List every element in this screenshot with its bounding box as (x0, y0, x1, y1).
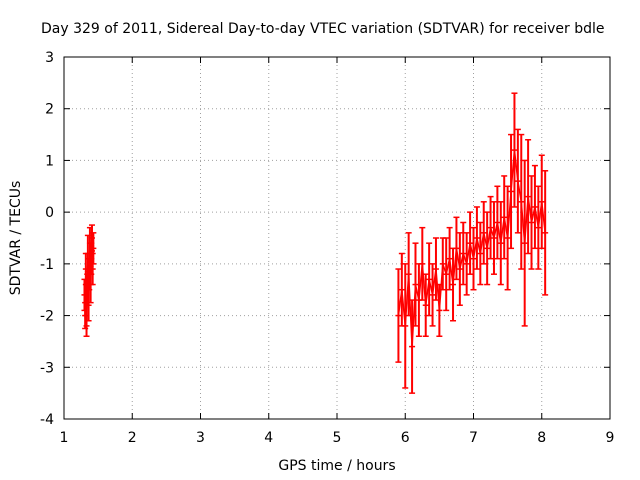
x-tick-label: 5 (333, 430, 342, 446)
y-tick-label: -1 (40, 257, 54, 273)
chart-title: Day 329 of 2011, Sidereal Day-to-day VTE… (41, 21, 605, 37)
x-tick-label: 2 (128, 430, 137, 446)
axis-ticks (63, 56, 611, 420)
x-tick-label: 7 (469, 430, 478, 446)
y-axis-label: SDTVAR / TECUs (8, 181, 24, 296)
x-tick-label: 8 (537, 430, 546, 446)
x-axis-label: GPS time / hours (278, 458, 395, 474)
y-tick-label: -4 (40, 412, 54, 428)
series-line (83, 237, 95, 326)
series-line (397, 150, 546, 347)
x-tick-label: 4 (264, 430, 273, 446)
y-tick-label: 1 (45, 153, 54, 169)
x-tick-label: 6 (401, 430, 410, 446)
y-tick-label: -3 (40, 360, 54, 376)
y-tick-label: 3 (45, 50, 54, 66)
y-tick-label: 2 (45, 102, 54, 118)
x-tick-label: 9 (606, 430, 615, 446)
x-tick-labels: 1 2 3 4 5 6 7 8 9 (60, 430, 615, 446)
x-tick-label: 3 (196, 430, 205, 446)
data-series (81, 92, 549, 394)
y-tick-label: 0 (45, 205, 54, 221)
x-tick-label: 1 (60, 430, 69, 446)
y-tick-label: -2 (40, 309, 54, 325)
y-tick-labels: -4 -3 -2 -1 0 1 2 3 (40, 50, 54, 428)
